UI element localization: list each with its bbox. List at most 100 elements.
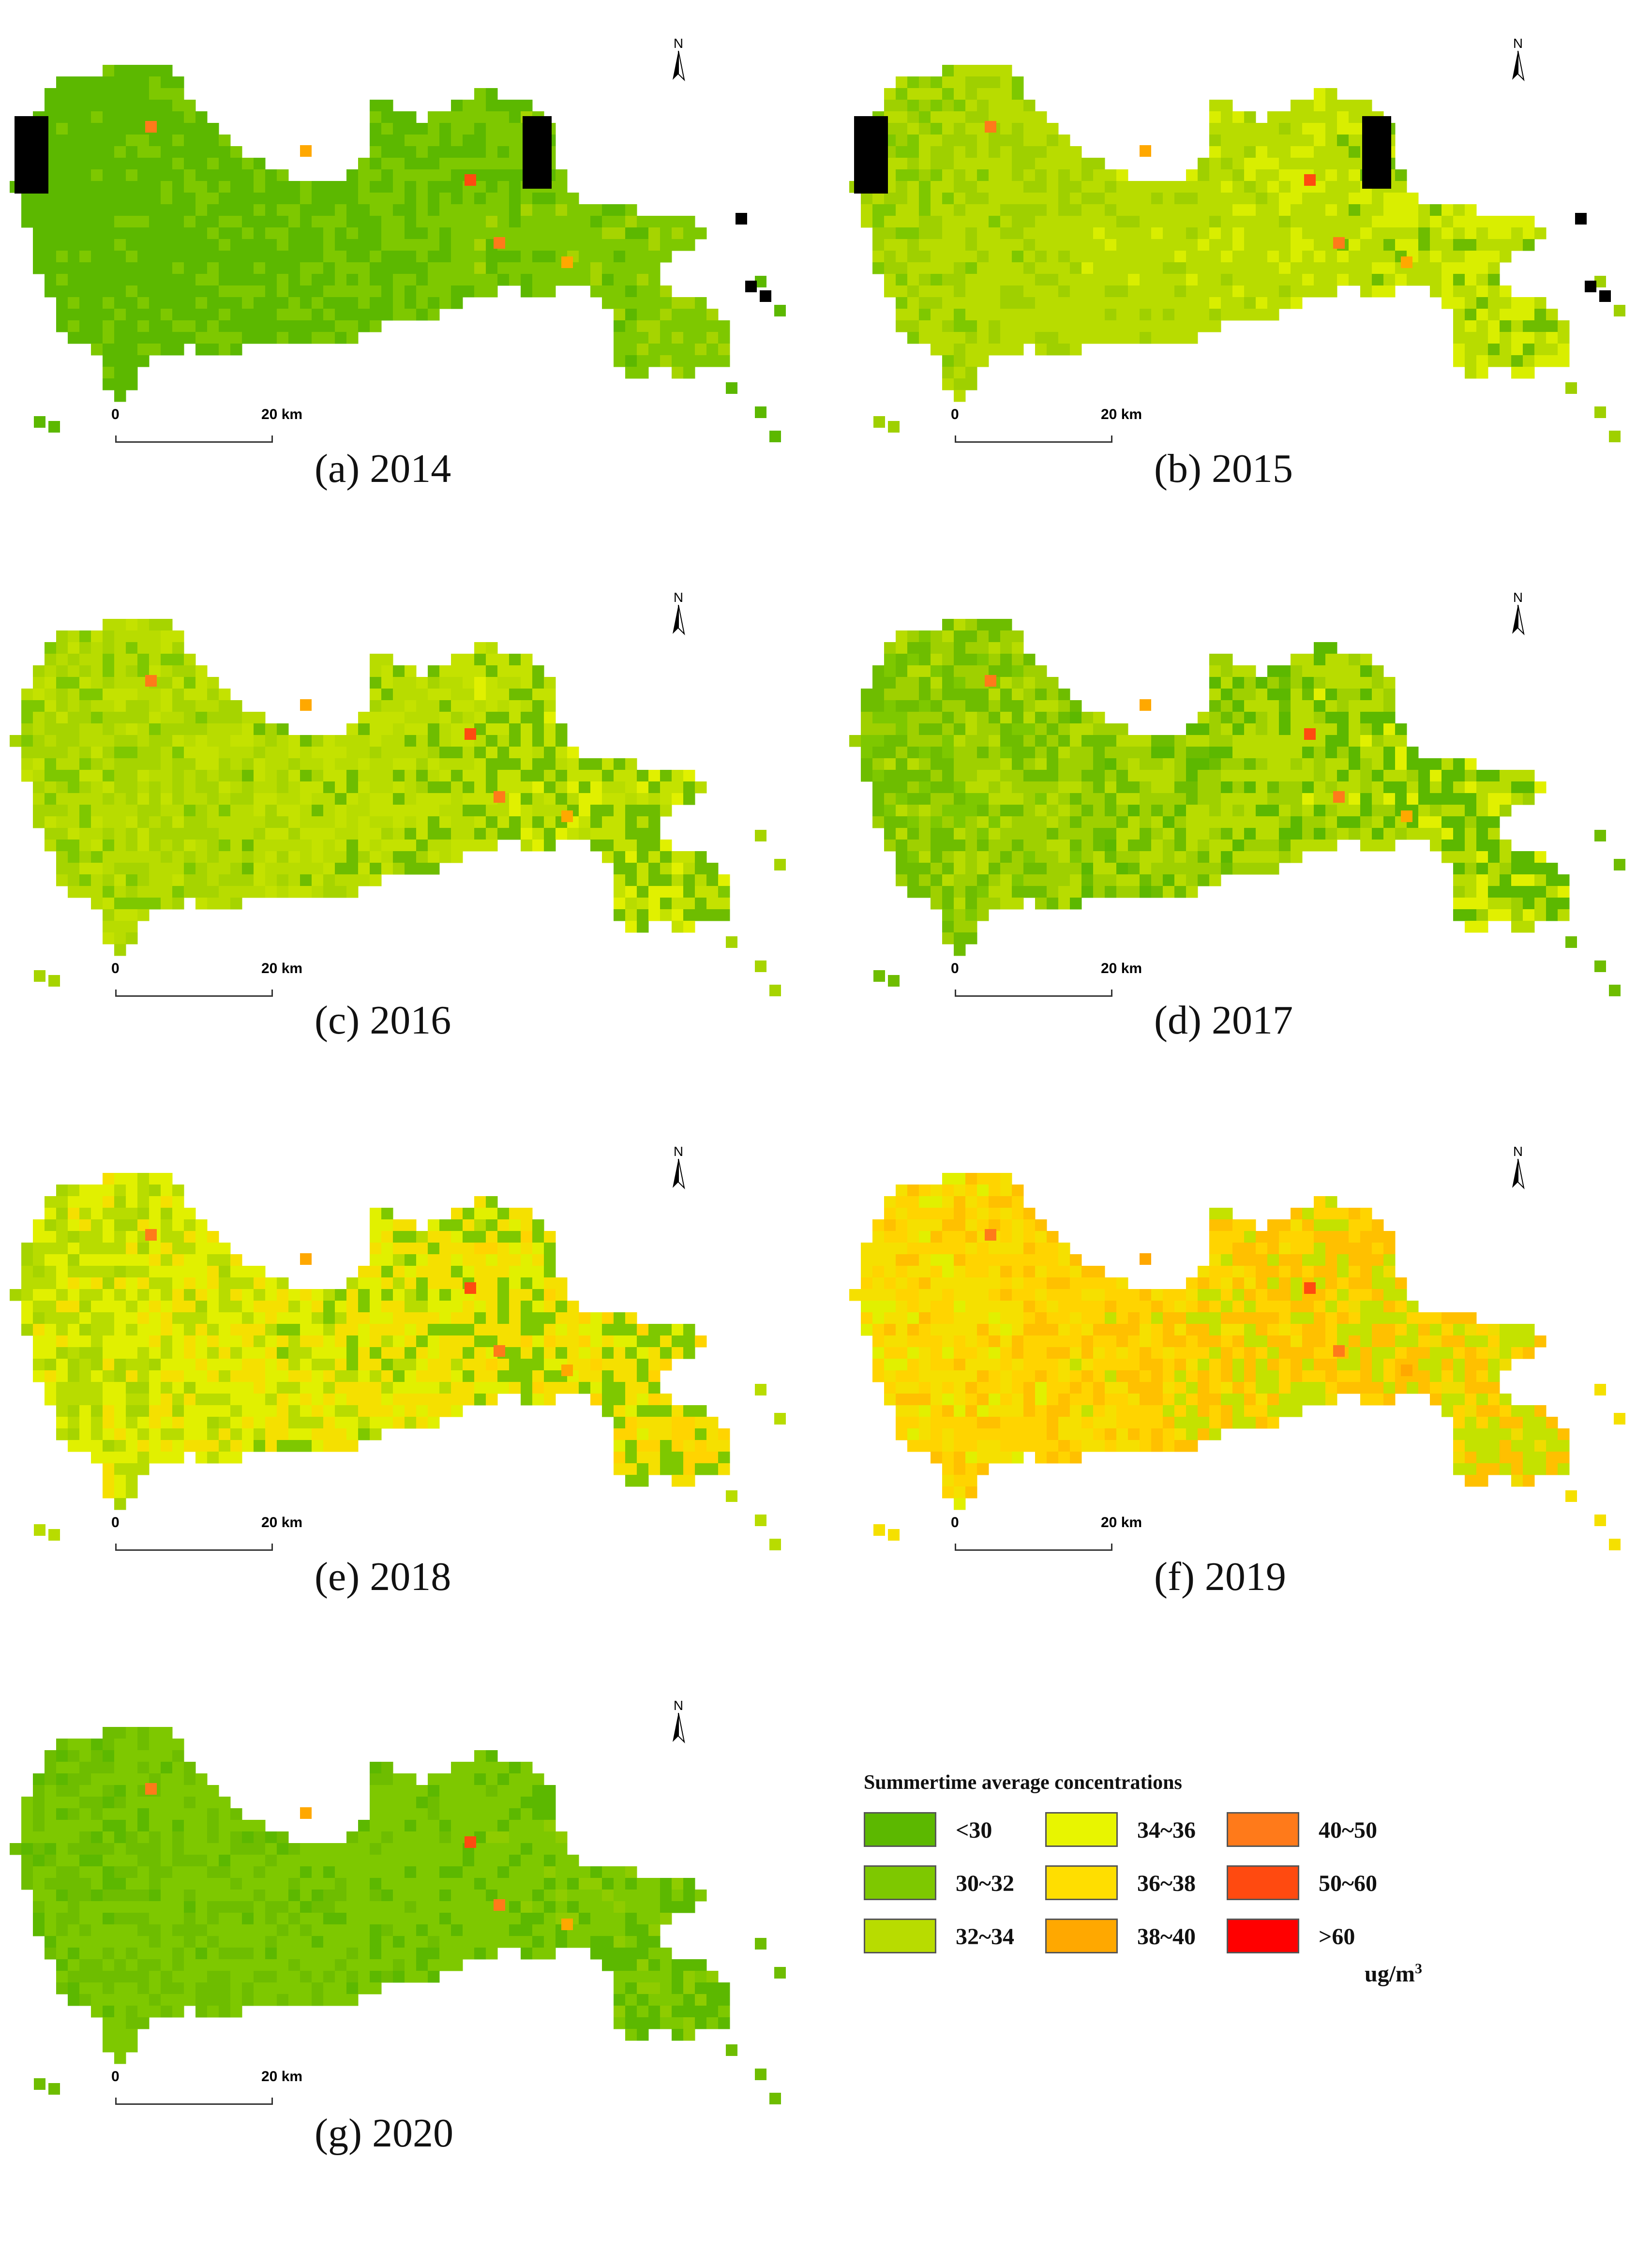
raster-cell — [103, 898, 115, 910]
raster-cell — [45, 262, 57, 274]
raster-cell — [288, 216, 300, 228]
raster-cell — [1256, 297, 1268, 309]
raster-cell — [451, 251, 463, 263]
raster-cell — [195, 781, 208, 794]
raster-cell — [486, 828, 498, 840]
raster-cell — [1047, 781, 1059, 794]
raster-cell — [346, 770, 359, 782]
raster-cell — [103, 285, 115, 298]
raster-cell — [172, 1289, 184, 1301]
raster-cell — [931, 665, 943, 677]
raster-cell — [954, 619, 966, 631]
raster-cell — [370, 723, 382, 735]
raster-cell — [718, 355, 730, 367]
raster-cell — [68, 239, 80, 251]
raster-cell — [1349, 793, 1361, 805]
raster-cell — [405, 216, 417, 228]
raster-cell — [277, 1405, 289, 1417]
island-cell — [1594, 406, 1606, 418]
raster-cell — [439, 169, 451, 181]
raster-cell — [56, 816, 68, 828]
raster-cell — [79, 169, 91, 181]
raster-cell — [872, 216, 885, 228]
raster-cell — [242, 332, 254, 344]
raster-cell — [1116, 274, 1128, 286]
raster-cell — [919, 158, 931, 170]
raster-cell — [556, 181, 568, 193]
raster-cell — [1314, 758, 1326, 770]
raster-cell — [1349, 100, 1361, 112]
raster-cell — [1035, 747, 1047, 759]
raster-cell — [33, 1254, 45, 1266]
raster-cell — [544, 1301, 556, 1313]
raster-cell — [33, 677, 45, 689]
raster-cell — [1058, 262, 1070, 274]
raster-cell — [126, 1405, 138, 1417]
raster-cell — [207, 274, 219, 286]
raster-cell — [277, 1335, 289, 1348]
raster-cell — [625, 770, 637, 782]
raster-cell — [614, 285, 626, 298]
raster-cell — [602, 262, 614, 274]
raster-cell — [683, 863, 695, 875]
raster-cell — [300, 793, 312, 805]
raster-cell — [1476, 909, 1488, 921]
raster-cell — [126, 886, 138, 898]
raster-cell — [265, 723, 277, 735]
raster-cell — [265, 805, 277, 817]
raster-cell — [1325, 100, 1337, 112]
raster-cell — [872, 204, 885, 216]
raster-cell — [497, 1359, 510, 1371]
raster-cell — [219, 712, 231, 724]
raster-cell — [451, 135, 463, 147]
raster-cell — [1000, 251, 1012, 263]
raster-cell — [1035, 251, 1047, 263]
raster-cell — [195, 344, 208, 356]
raster-cell — [1500, 251, 1512, 263]
raster-cell — [1314, 146, 1326, 158]
raster-cell — [230, 1428, 242, 1440]
north-arrow-icon: N — [1503, 590, 1532, 641]
raster-cell — [907, 816, 919, 828]
raster-cell — [1349, 227, 1361, 240]
raster-cell — [1000, 309, 1012, 321]
raster-cell — [942, 770, 954, 782]
raster-cell — [625, 344, 637, 356]
raster-cell — [486, 1359, 498, 1371]
raster-cell — [346, 805, 359, 817]
raster-cell — [33, 204, 45, 216]
raster-cell — [439, 1266, 451, 1278]
raster-cell — [33, 747, 45, 759]
raster-cell — [45, 665, 57, 677]
raster-cell — [114, 1266, 126, 1278]
raster-cell — [660, 251, 672, 263]
raster-cell — [1035, 181, 1047, 193]
raster-cell — [242, 747, 254, 759]
raster-cell — [126, 642, 138, 654]
raster-cell — [381, 840, 393, 852]
raster-cell — [602, 251, 614, 263]
raster-cell — [486, 251, 498, 263]
raster-cell — [1244, 285, 1256, 298]
raster-cell — [416, 169, 428, 181]
raster-cell — [521, 239, 533, 251]
raster-cell — [416, 1324, 428, 1336]
raster-cell — [567, 216, 579, 228]
raster-cell — [1383, 689, 1396, 701]
raster-cell — [1256, 216, 1268, 228]
raster-cell — [288, 1382, 300, 1394]
raster-cell — [161, 65, 173, 77]
raster-cell — [556, 274, 568, 286]
raster-cell — [393, 665, 405, 677]
raster-cell — [1128, 735, 1140, 747]
raster-cell — [312, 1370, 324, 1382]
raster-cell — [614, 758, 626, 770]
raster-cell — [219, 1289, 231, 1301]
raster-cell — [219, 227, 231, 240]
raster-cell — [405, 1219, 417, 1231]
raster-cell — [370, 735, 382, 747]
raster-cell — [1302, 204, 1314, 216]
raster-cell — [370, 793, 382, 805]
raster-cell — [137, 1370, 150, 1382]
raster-cell — [114, 216, 126, 228]
